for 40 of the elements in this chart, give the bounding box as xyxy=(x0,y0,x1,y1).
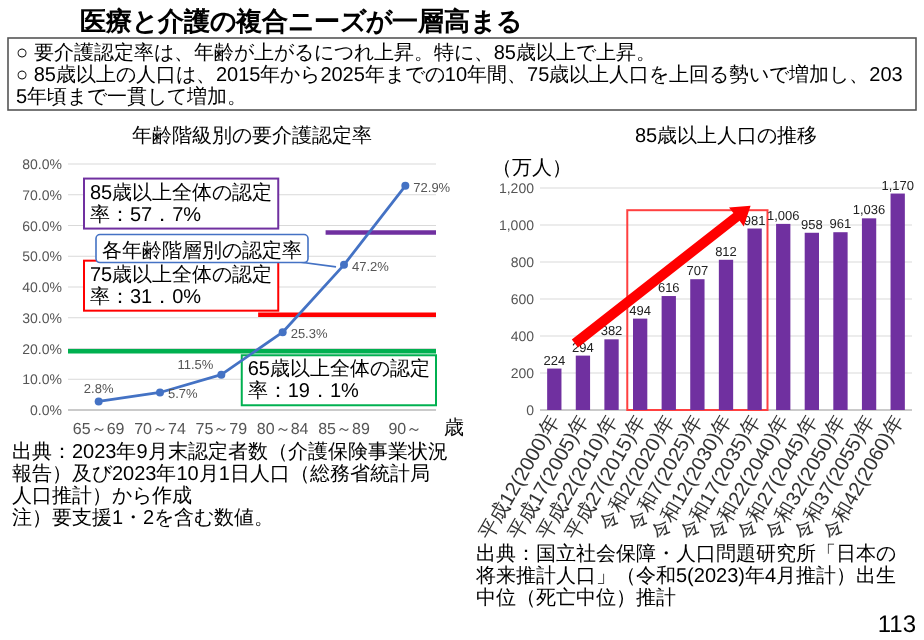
text: 医療と介護の複合ニーズが一層高まる xyxy=(80,6,522,36)
ref-line-label: 85歳以上全体の認定率：57．7% xyxy=(90,180,273,227)
y-axis-title: （万人） xyxy=(492,158,572,180)
x-tick-label: 90～ xyxy=(388,420,423,438)
bar xyxy=(690,279,705,410)
bar xyxy=(861,218,877,410)
chart-title: 年齢階級別の要介護認定率 xyxy=(132,124,372,148)
bar xyxy=(804,232,819,410)
x-tick-label: 85～89 xyxy=(318,420,371,438)
point xyxy=(217,370,226,379)
point xyxy=(401,181,410,190)
bar xyxy=(547,368,562,410)
text: 113 xyxy=(877,610,917,638)
bar xyxy=(718,259,734,410)
point xyxy=(278,328,287,337)
x-tick-label: 80～84 xyxy=(256,420,310,438)
x-tick-label: 70～74 xyxy=(134,420,187,438)
point xyxy=(156,388,164,397)
bar xyxy=(833,232,848,410)
source-note: 出典：2023年9月末認定者数（介護保険事業状況報告）及び2023年10月1日人口（総務省統計局人口推計）から作成 xyxy=(12,440,448,508)
chart-title: 85歳以上人口の推移 xyxy=(634,124,818,148)
x-tick-label: 75～79 xyxy=(195,420,249,438)
ref-line-label: 75歳以上全体の認定率：31．0% xyxy=(90,262,273,309)
annotation: 各年齢階層別の認定率 xyxy=(102,238,302,263)
source-note: 出典：国立社会保障・人口問題研究所「日本の将来推計人口」（令和5(2023)年4月推計）出生中位（死亡中位）推計 xyxy=(474,542,897,610)
point xyxy=(94,397,103,406)
x-tick-label: 65～69 xyxy=(72,420,126,438)
text: ○ 85歳以上の人口は、2015年から2025年までの10年間、75歳以上人口を上回る勢いで増加し、2035年頃まで一貫して増加。 xyxy=(16,63,904,109)
bar xyxy=(604,339,619,410)
bar xyxy=(633,318,648,410)
text: ○ 要介護認定率は、年齢が上がるにつれ上昇。特に、85歳以上で上昇。 xyxy=(16,41,656,65)
bar xyxy=(776,223,791,410)
bar xyxy=(575,355,591,410)
bar xyxy=(890,193,905,410)
x-axis-title: 歳 xyxy=(444,416,464,440)
ref-line-label: 65歳以上全体の認定率：19．1% xyxy=(247,357,430,404)
text: 注）要支援1・2を含む数値。 xyxy=(12,506,275,530)
bar xyxy=(747,228,762,410)
point xyxy=(340,260,348,269)
bar xyxy=(661,296,676,410)
